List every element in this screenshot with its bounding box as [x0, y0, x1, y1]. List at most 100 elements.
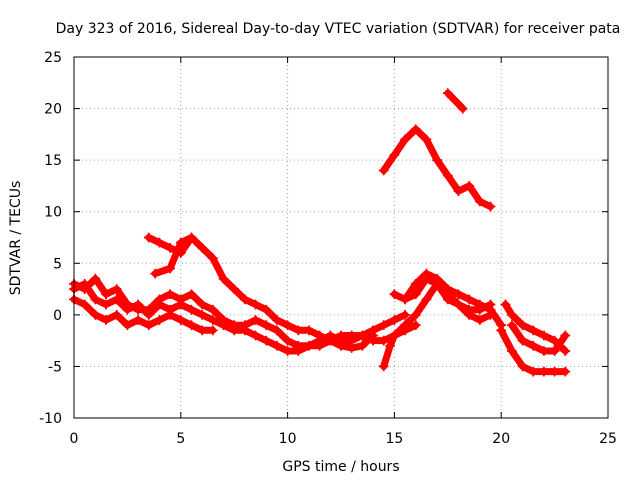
data-point: [197, 325, 208, 336]
data-point: [207, 304, 218, 315]
x-tick-label: 25: [599, 431, 617, 447]
data-point: [111, 294, 122, 305]
data-point: [186, 289, 197, 300]
data-point: [400, 294, 411, 305]
series-line-trace-13: [508, 321, 569, 355]
data-point: [464, 294, 475, 305]
data-point: [560, 366, 571, 377]
y-tick-label: 10: [44, 205, 62, 221]
data-point: [528, 340, 539, 351]
data-point: [453, 186, 464, 197]
data-point: [410, 124, 421, 135]
data-point: [357, 330, 368, 341]
data-point: [474, 196, 485, 207]
data-point: [389, 149, 400, 160]
data-point: [336, 330, 346, 341]
data-point: [389, 330, 400, 341]
data-point: [197, 242, 208, 253]
data-point: [218, 320, 229, 331]
data-point: [432, 155, 443, 166]
data-point: [79, 299, 90, 310]
data-point: [150, 268, 161, 279]
data-point: [101, 315, 112, 326]
data-point: [500, 299, 511, 310]
data-point: [175, 247, 186, 258]
data-point: [528, 325, 539, 336]
data-point: [293, 325, 304, 336]
data-point: [389, 289, 400, 300]
data-point: [442, 294, 453, 305]
data-point: [385, 340, 396, 351]
data-point: [560, 330, 571, 341]
data-point: [229, 325, 240, 336]
data-point: [250, 299, 261, 310]
data-point: [474, 299, 485, 310]
data-point: [293, 345, 304, 356]
data-point: [457, 103, 468, 114]
chart-title: Day 323 of 2016, Sidereal Day-to-day VTE…: [56, 21, 621, 37]
data-point: [303, 325, 314, 336]
data-point: [485, 201, 496, 212]
data-point: [357, 340, 368, 351]
data-point: [271, 325, 282, 336]
data-point: [133, 299, 144, 310]
data-point: [496, 325, 507, 336]
data-point: [346, 330, 357, 341]
data-point: [101, 299, 112, 310]
data-point: [271, 340, 282, 351]
data-point: [229, 284, 240, 295]
data-point: [101, 289, 112, 300]
data-point: [517, 335, 528, 346]
data-point: [442, 170, 453, 181]
x-tick-label: 0: [70, 431, 79, 447]
y-tick-label: 25: [44, 50, 62, 66]
plot-frame: [73, 56, 609, 419]
series-line-trace-10: [444, 89, 467, 113]
data-point: [111, 309, 122, 320]
data-point: [250, 315, 261, 326]
data-point: [133, 315, 144, 326]
data-point: [325, 335, 336, 346]
data-point: [165, 289, 176, 300]
data-point: [186, 304, 197, 315]
data-point: [432, 273, 443, 284]
data-point: [410, 278, 421, 289]
data-point: [378, 165, 389, 176]
data-point: [442, 88, 453, 99]
data-point: [538, 366, 549, 377]
data-point: [400, 134, 411, 145]
data-point: [90, 309, 101, 320]
data-point: [421, 268, 432, 279]
data-point: [453, 299, 464, 310]
data-point: [239, 294, 250, 305]
data-point: [368, 330, 379, 341]
data-point: [506, 320, 517, 331]
data-point: [261, 335, 272, 346]
data-point: [410, 289, 421, 300]
data-point: [421, 294, 432, 305]
data-point: [453, 289, 464, 300]
data-point: [378, 335, 389, 346]
data-point: [271, 315, 282, 326]
data-point: [464, 304, 475, 315]
x-axis-label: GPS time / hours: [282, 459, 399, 475]
data-point: [165, 304, 176, 315]
data-point: [143, 232, 154, 243]
data-point: [186, 232, 197, 243]
data-point: [346, 342, 357, 353]
data-point: [154, 237, 165, 248]
data-point: [197, 309, 208, 320]
data-point: [560, 345, 571, 356]
data-point: [143, 320, 154, 331]
y-tick-label: -10: [39, 411, 62, 427]
data-point: [400, 320, 411, 331]
data-point: [175, 299, 186, 310]
data-point: [207, 315, 218, 326]
data-point: [538, 345, 549, 356]
data-point: [175, 237, 186, 248]
y-tick-label: -5: [48, 359, 62, 375]
data-series-group: [69, 88, 571, 377]
data-point: [186, 320, 197, 331]
data-point: [165, 242, 176, 253]
x-tick-label: 10: [279, 431, 297, 447]
